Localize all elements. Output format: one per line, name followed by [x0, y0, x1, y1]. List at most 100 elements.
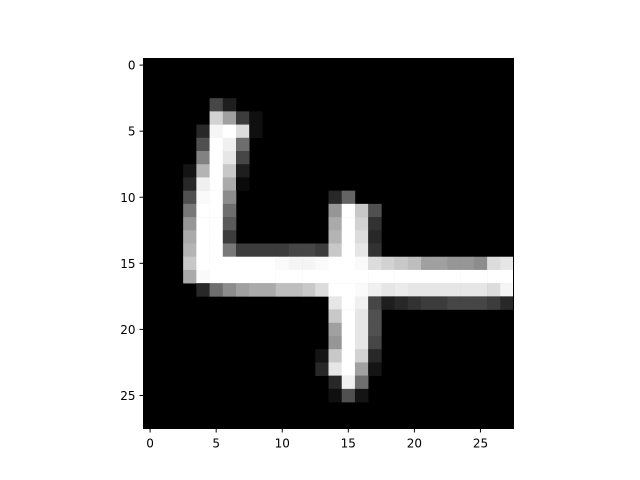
heatmap-cell: [368, 204, 382, 218]
heatmap-cell: [249, 111, 263, 125]
x-tick-label: 10: [275, 437, 290, 451]
heatmap-cell: [500, 283, 514, 297]
heatmap-cell: [395, 257, 409, 271]
heatmap-cell: [223, 283, 237, 297]
heatmap-cell: [196, 257, 210, 271]
heatmap-cell: [183, 257, 197, 271]
heatmap-cell: [487, 283, 501, 297]
heatmap-cell: [223, 257, 237, 271]
heatmap-cell: [223, 177, 237, 191]
heatmap-cell: [210, 111, 224, 125]
heatmap-cell: [262, 244, 276, 258]
heatmap-cell: [421, 283, 435, 297]
heatmap-cell: [355, 389, 369, 403]
heatmap-cell: [210, 217, 224, 231]
heatmap-cell: [395, 270, 409, 284]
heatmap-cell: [329, 283, 343, 297]
heatmap-cell: [183, 244, 197, 258]
heatmap-cell: [368, 296, 382, 310]
heatmap-cell: [355, 349, 369, 363]
heatmap-cell: [368, 310, 382, 324]
heatmap-cell: [329, 349, 343, 363]
heatmap-cell: [236, 125, 250, 139]
heatmap-cell: [249, 244, 263, 258]
heatmap-cell: [196, 217, 210, 231]
heatmap-cell: [355, 336, 369, 350]
heatmap-cell: [236, 138, 250, 152]
heatmap-cell: [342, 362, 356, 376]
heatmap-cell: [342, 191, 356, 205]
heatmap-cell: [368, 336, 382, 350]
heatmap-cell: [500, 270, 514, 284]
heatmap-cell: [223, 217, 237, 231]
heatmap-cell: [408, 270, 422, 284]
heatmap-cell: [487, 257, 501, 271]
heatmap-cell: [329, 376, 343, 390]
heatmap-cell: [368, 283, 382, 297]
heatmap-cell: [355, 257, 369, 271]
heatmap-cell: [342, 389, 356, 403]
heatmap-cell: [262, 270, 276, 284]
heatmap-cell: [302, 244, 316, 258]
heatmap-cell: [329, 362, 343, 376]
heatmap-cell: [329, 230, 343, 244]
x-tick-label: 20: [407, 437, 422, 451]
heatmap-cell: [355, 270, 369, 284]
heatmap-cell: [210, 244, 224, 258]
heatmap-cell: [408, 283, 422, 297]
heatmap-cell: [368, 217, 382, 231]
heatmap-cell: [249, 283, 263, 297]
heatmap-cell: [447, 283, 461, 297]
heatmap-cell: [223, 230, 237, 244]
heatmap-cell: [329, 296, 343, 310]
heatmap-cell: [342, 336, 356, 350]
heatmap-cell: [183, 164, 197, 178]
heatmap-cell: [355, 310, 369, 324]
x-tick-label: 15: [341, 437, 356, 451]
y-tick-label: 0: [128, 59, 136, 73]
heatmap-cell: [381, 270, 395, 284]
heatmap-cell: [447, 270, 461, 284]
heatmap-cell: [236, 151, 250, 165]
heatmap-cell: [395, 283, 409, 297]
x-tick-label: 25: [473, 437, 488, 451]
heatmap-cell: [210, 98, 224, 112]
heatmap-cell: [223, 270, 237, 284]
x-tick-label: 0: [146, 437, 154, 451]
heatmap-cell: [210, 164, 224, 178]
heatmap-cell: [236, 177, 250, 191]
heatmap-cell: [289, 283, 303, 297]
heatmap-cell: [355, 204, 369, 218]
heatmap-cell: [183, 270, 197, 284]
heatmap-cell: [196, 138, 210, 152]
heatmap-cell: [342, 270, 356, 284]
heatmap-cell: [329, 336, 343, 350]
heatmap-cell: [342, 323, 356, 337]
heatmap-cell: [461, 257, 475, 271]
heatmap-cell: [183, 204, 197, 218]
heatmap-cell: [487, 270, 501, 284]
heatmap-cell: [196, 270, 210, 284]
heatmap-cell: [183, 177, 197, 191]
heatmap-cell: [474, 283, 488, 297]
heatmap-cell: [500, 296, 514, 310]
heatmap-cell: [381, 283, 395, 297]
heatmap-cell: [474, 257, 488, 271]
heatmap-cell: [461, 296, 475, 310]
heatmap-cell: [395, 296, 409, 310]
heatmap-cell: [223, 164, 237, 178]
heatmap-cell: [368, 257, 382, 271]
heatmap-cell: [474, 296, 488, 310]
heatmap-cell: [196, 283, 210, 297]
heatmap-cell: [500, 257, 514, 271]
heatmap-cell: [210, 257, 224, 271]
heatmap-cell: [368, 244, 382, 258]
heatmap-cell: [223, 111, 237, 125]
heatmap-cell: [236, 164, 250, 178]
heatmap-cell: [210, 270, 224, 284]
y-tick-label: 5: [128, 125, 136, 139]
heatmap-cell: [421, 270, 435, 284]
heatmap-cell: [223, 151, 237, 165]
heatmap-cell: [368, 349, 382, 363]
